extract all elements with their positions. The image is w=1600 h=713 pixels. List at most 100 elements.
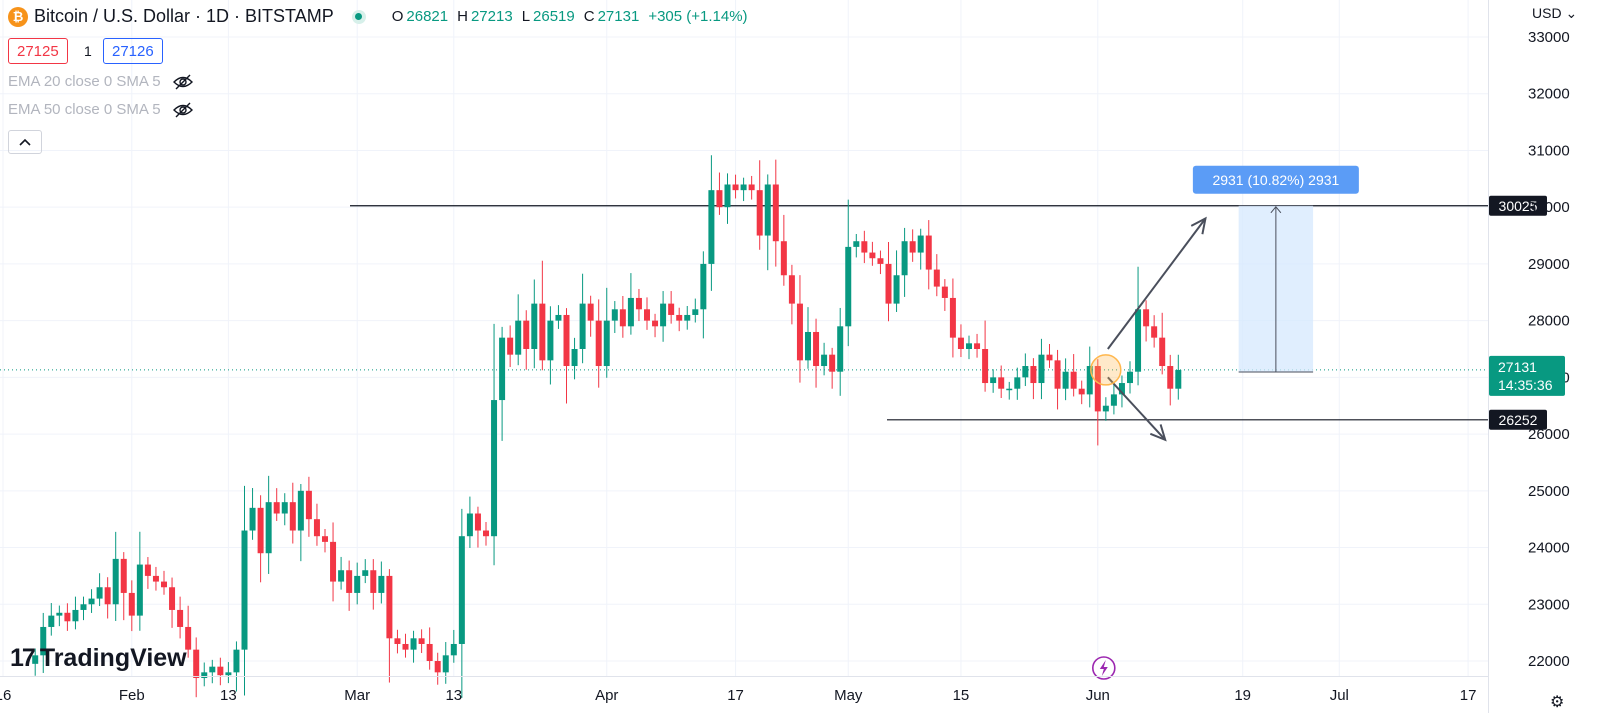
candle-body bbox=[434, 661, 441, 673]
candle-body bbox=[104, 587, 111, 605]
candle-body bbox=[1022, 366, 1029, 378]
candle-body bbox=[998, 377, 1005, 389]
candle-body bbox=[515, 320, 522, 355]
candle-body bbox=[458, 536, 465, 644]
candle-body bbox=[112, 558, 119, 605]
candle-body bbox=[281, 502, 288, 514]
x-tick-label: 16 bbox=[0, 687, 11, 704]
candle-body bbox=[555, 314, 562, 321]
buy-price-button[interactable]: 27126 bbox=[103, 38, 163, 64]
eye-off-icon[interactable] bbox=[172, 102, 193, 118]
close-label: C bbox=[583, 8, 595, 25]
candle-body bbox=[531, 303, 538, 349]
candle-body bbox=[442, 655, 449, 673]
candle-body bbox=[925, 235, 932, 270]
high-value: 27213 bbox=[470, 8, 513, 25]
lightning-bolt bbox=[1099, 660, 1108, 676]
candle-body bbox=[1135, 309, 1142, 372]
candle-body bbox=[64, 612, 71, 622]
x-tick-label: May bbox=[834, 687, 863, 704]
x-tick-label: Jun bbox=[1086, 687, 1110, 704]
x-tick-label: Mar bbox=[344, 687, 370, 704]
candle-body bbox=[949, 297, 956, 338]
candle-body bbox=[1127, 371, 1133, 384]
x-tick-label: 15 bbox=[953, 687, 970, 704]
candle-body bbox=[853, 241, 860, 247]
candle-body bbox=[885, 263, 892, 304]
y-tick-label: 29000 bbox=[1528, 256, 1570, 273]
candle-body bbox=[772, 184, 779, 242]
candle-body bbox=[48, 615, 55, 627]
trend-arrow-head bbox=[1149, 424, 1167, 442]
close-value: 27131 bbox=[597, 8, 640, 25]
candle-body bbox=[1014, 377, 1021, 389]
candle-body bbox=[499, 337, 506, 401]
candle-body bbox=[644, 309, 650, 321]
currency-selector[interactable]: USD ⌄ bbox=[1532, 5, 1577, 22]
candle-body bbox=[330, 541, 337, 582]
candle-body bbox=[474, 513, 481, 531]
candle-body bbox=[700, 263, 707, 310]
candle-body bbox=[144, 564, 151, 576]
candle-body bbox=[273, 502, 280, 514]
candle-body bbox=[201, 672, 208, 679]
symbol-title: Bitcoin / U.S. Dollar · 1D · BITSTAMP bbox=[34, 6, 334, 26]
candle-body bbox=[483, 530, 489, 537]
candle-body bbox=[241, 530, 248, 650]
candle-body bbox=[80, 604, 87, 610]
candle-body bbox=[1151, 326, 1158, 338]
candle-body bbox=[1175, 369, 1182, 389]
candle-body bbox=[1102, 405, 1109, 412]
tradingview-wordmark: TradingView bbox=[39, 644, 187, 672]
candle-body bbox=[418, 638, 425, 644]
candle-body bbox=[322, 536, 328, 542]
candle-body bbox=[595, 320, 602, 367]
candle-body bbox=[660, 303, 667, 327]
candle-body bbox=[450, 643, 457, 656]
gear-icon[interactable]: ⚙ bbox=[1550, 694, 1565, 711]
chevron-down-icon: ⌄ bbox=[1565, 5, 1578, 21]
level-price-tag bbox=[1489, 409, 1547, 430]
candle-body bbox=[161, 581, 167, 588]
bar-countdown-label: 14:35:36 bbox=[1498, 377, 1553, 393]
indicator-ema-20[interactable]: EMA 20 close 0 SMA 5 bbox=[8, 73, 193, 90]
indicator-ema-50[interactable]: EMA 50 close 0 SMA 5 bbox=[8, 101, 193, 118]
candle-body bbox=[1110, 394, 1117, 406]
candle-body bbox=[72, 609, 79, 622]
chevron-up-icon[interactable] bbox=[8, 130, 42, 154]
candle-body bbox=[305, 490, 312, 520]
range-label-box bbox=[1192, 165, 1359, 194]
candle-body bbox=[1054, 360, 1061, 389]
candle-body bbox=[579, 303, 586, 349]
candle-body bbox=[96, 587, 103, 599]
candle-body bbox=[1046, 354, 1053, 361]
range-label: 2931 (10.82%) 2931 bbox=[1212, 172, 1339, 188]
candle-body bbox=[378, 575, 385, 593]
candle-body bbox=[193, 649, 200, 679]
candle-body bbox=[716, 190, 723, 208]
x-tick-label: 17 bbox=[1460, 687, 1477, 704]
candle-body bbox=[40, 626, 47, 656]
candle-body bbox=[740, 184, 747, 191]
price-range-measure: 2931 (10.82%) 2931 bbox=[1192, 165, 1359, 373]
candle-body bbox=[901, 241, 908, 276]
x-tick-label: Jul bbox=[1330, 687, 1349, 704]
candle-body bbox=[539, 303, 546, 361]
tradingview-logo: 17 TradingView bbox=[10, 644, 187, 673]
x-tick-label: Apr bbox=[595, 687, 618, 704]
y-tick-label: 25000 bbox=[1528, 483, 1570, 500]
candle-body bbox=[370, 570, 377, 593]
low-value: 26519 bbox=[533, 8, 575, 25]
sell-price-button[interactable]: 27125 bbox=[8, 38, 68, 64]
candle-body bbox=[249, 507, 256, 531]
candle-body bbox=[32, 655, 39, 664]
symbol-legend[interactable]: ₿ Bitcoin / U.S. Dollar · 1D · BITSTAMP … bbox=[8, 6, 748, 27]
candle-body bbox=[1078, 388, 1085, 395]
indicator-label: EMA 20 close 0 SMA 5 bbox=[8, 73, 161, 90]
market-status-icon[interactable] bbox=[351, 9, 366, 24]
candle-body bbox=[491, 400, 498, 537]
candle-body bbox=[821, 354, 828, 367]
eye-off-icon[interactable] bbox=[172, 74, 193, 90]
current-price-label: 27131 bbox=[1498, 359, 1537, 375]
